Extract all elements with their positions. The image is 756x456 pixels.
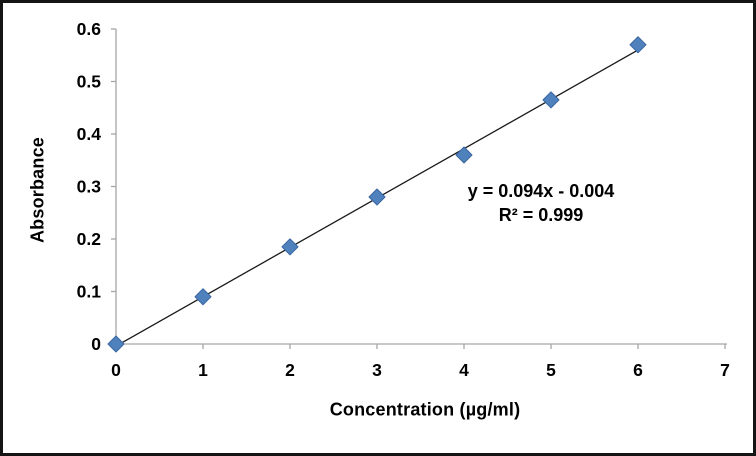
plot-svg: 0 0.1 0.2 0.3 0.4 0.5 0.6 0 1 2 3 4 5 6 7	[77, 19, 730, 380]
r-squared-value: R² = 0.999	[498, 205, 584, 225]
y-tick-label: 0.1	[77, 282, 102, 302]
y-tick-label: 0.2	[77, 229, 102, 249]
x-tick-label: 3	[372, 360, 382, 380]
y-tick-label: 0	[91, 334, 101, 354]
x-tick-label: 1	[198, 360, 208, 380]
x-tick-label: 7	[720, 360, 730, 380]
x-tick-label: 0	[111, 360, 121, 380]
y-tick-label: 0.6	[77, 19, 102, 39]
trendline-equation: y = 0.094x - 0.004	[467, 181, 615, 201]
data-point-marker	[194, 288, 212, 306]
x-tick-label: 2	[285, 360, 295, 380]
y-axis-title: Absorbance	[27, 136, 48, 244]
data-point-marker	[455, 146, 473, 164]
data-point-marker	[107, 335, 125, 353]
data-point-marker	[368, 188, 386, 206]
y-tick-label: 0.4	[77, 124, 102, 144]
data-point-marker	[629, 36, 647, 54]
x-tick-label: 4	[459, 360, 469, 380]
x-tick-label: 6	[633, 360, 643, 380]
y-tick-label: 0.3	[77, 177, 102, 197]
trendline-annotation: y = 0.094x - 0.004 R² = 0.999	[468, 179, 615, 227]
data-point-marker	[281, 238, 299, 256]
data-point-marker	[542, 91, 560, 109]
x-tick-label: 5	[546, 360, 556, 380]
y-tick-label: 0.5	[77, 72, 102, 92]
x-axis-title: Concentration (µg/ml)	[329, 399, 521, 420]
